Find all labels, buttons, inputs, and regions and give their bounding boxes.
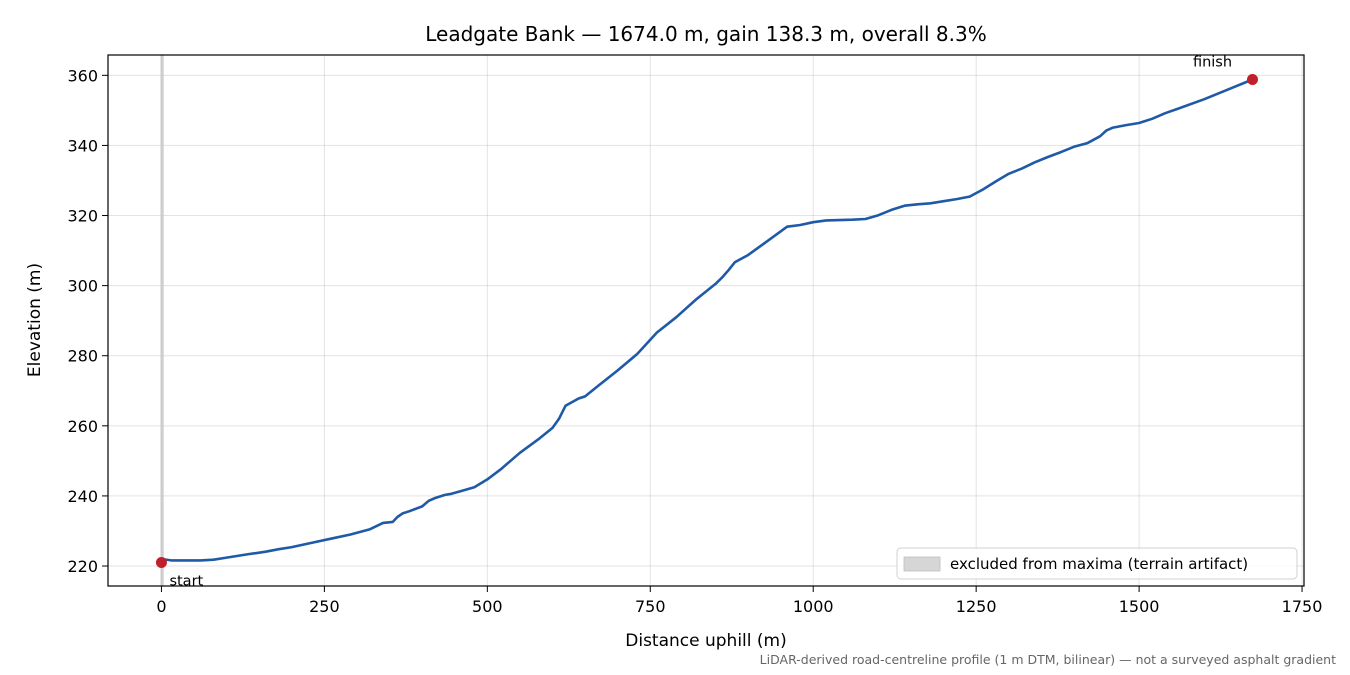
y-tick-label: 220 [67, 557, 98, 576]
x-tick-label: 250 [309, 597, 340, 616]
elevation-profile-line [161, 78, 1253, 562]
finish-label: finish [1193, 55, 1232, 71]
y-tick-label: 320 [67, 207, 98, 226]
x-tick-label: 1750 [1282, 597, 1323, 616]
plot-frame [107, 54, 1305, 587]
x-axis-label: Distance uphill (m) [625, 631, 786, 651]
x-tick-label: 750 [635, 597, 666, 616]
excluded-band [160, 55, 164, 586]
x-tick-label: 1500 [1119, 597, 1160, 616]
excluded-region [160, 55, 164, 586]
start-marker [155, 557, 167, 569]
series-lines [161, 78, 1253, 562]
y-tick-label: 300 [67, 277, 98, 296]
y-tick-label: 260 [67, 417, 98, 436]
y-axis-label: Elevation (m) [25, 263, 45, 377]
x-axis-ticks: 0 250 500 750 1000 1250 1500 1750 [156, 586, 1322, 616]
legend-swatch [903, 556, 941, 572]
y-tick-label: 240 [67, 487, 98, 506]
y-tick-label: 360 [67, 66, 98, 85]
endpoint-markers [155, 74, 1259, 569]
legend-box [896, 547, 1298, 580]
start-label: start [169, 574, 203, 590]
finish-marker [1247, 74, 1259, 86]
y-axis-ticks: 220 240 260 280 300 320 340 360 [67, 66, 108, 576]
legend-label: excluded from maxima (terrain artifact) [950, 555, 1248, 573]
grid [108, 55, 1304, 586]
chart-title: Leadgate Bank — 1674.0 m, gain 138.3 m, … [425, 22, 986, 46]
x-tick-label: 1000 [793, 597, 834, 616]
y-tick-label: 280 [67, 347, 98, 366]
legend: excluded from maxima (terrain artifact) [896, 547, 1298, 580]
x-tick-label: 500 [472, 597, 503, 616]
footnote: LiDAR-derived road-centreline profile (1… [759, 652, 1336, 667]
x-tick-label: 0 [156, 597, 166, 616]
x-tick-label: 1250 [956, 597, 997, 616]
annotations: start finish [169, 55, 1232, 590]
y-tick-label: 340 [67, 136, 98, 155]
